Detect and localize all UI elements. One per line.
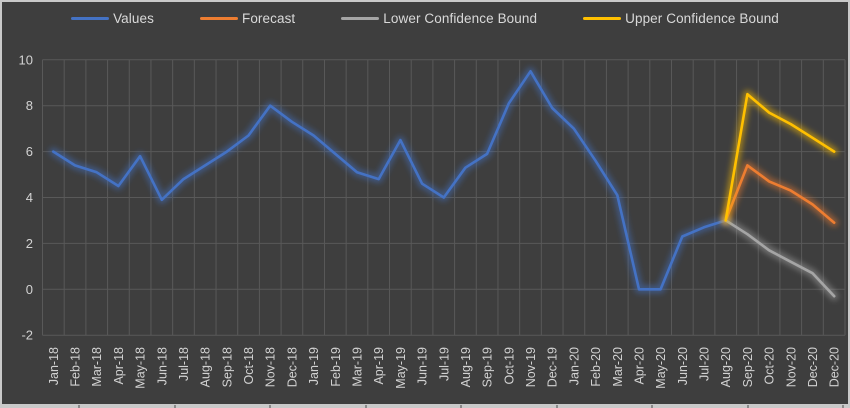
x-tick-label: Dec-20: [806, 347, 820, 387]
x-tick-label: Jun-20: [676, 347, 690, 385]
x-tick-label: May-20: [654, 347, 668, 389]
x-tick-label: Jul-20: [698, 347, 712, 381]
sheet-gridline-tick: [173, 405, 176, 408]
series-line-values: [51, 70, 728, 291]
sheet-gridline-tick: [269, 405, 271, 408]
x-tick-label: Feb-18: [69, 347, 83, 387]
x-tick-label: Sep-18: [220, 347, 234, 387]
sheet-gridline-tick: [364, 405, 367, 408]
sheet-gridline-tick: [746, 405, 749, 408]
y-tick-label: -2: [21, 328, 33, 343]
x-tick-label: Mar-20: [611, 347, 625, 387]
x-tick-label: Nov-19: [524, 347, 538, 387]
x-tick-label: May-19: [394, 347, 408, 389]
x-tick-label: Feb-19: [329, 347, 343, 387]
x-tick-label: Jan-20: [567, 347, 581, 385]
x-tick-label: Mar-19: [351, 347, 365, 387]
series-line-upper-confidence-bound: [724, 92, 836, 222]
frame-border-right: [848, 0, 850, 408]
x-tick-label: Apr-18: [112, 347, 126, 385]
x-tick-label: Jun-19: [416, 347, 430, 385]
x-tick-label: Aug-19: [459, 347, 473, 387]
x-tick-label: Dec-20: [828, 347, 842, 387]
x-tick-label: Aug-18: [199, 347, 213, 387]
sheet-gridline-tick: [842, 405, 844, 408]
y-tick-label: 4: [26, 190, 33, 205]
sheet-gridline-tick: [78, 405, 80, 408]
frame-border-left: [0, 0, 2, 408]
y-tick-label: 10: [19, 52, 33, 67]
x-tick-label: Nov-20: [784, 347, 798, 387]
x-tick-label: Nov-18: [264, 347, 278, 387]
x-tick-label: Jun-18: [155, 347, 169, 385]
x-tick-label: Apr-20: [633, 347, 647, 385]
sheet-gridline-tick: [555, 405, 558, 408]
x-tick-label: Oct-18: [242, 347, 256, 385]
x-tick-label: Jul-19: [437, 347, 451, 381]
series-line-forecast: [724, 164, 836, 224]
sheet-gridline-tick: [460, 405, 462, 408]
y-tick-label: 0: [26, 282, 33, 297]
series-line-lower-confidence-bound: [724, 219, 836, 298]
x-tick-label: Aug-20: [719, 347, 733, 387]
x-tick-label: Sep-19: [481, 347, 495, 387]
y-tick-label: 2: [26, 236, 33, 251]
x-tick-label: Oct-19: [502, 347, 516, 385]
x-tick-label: Dec-18: [285, 347, 299, 387]
x-tick-label: Apr-19: [372, 347, 386, 385]
frame-border-top: [0, 0, 850, 2]
sheet-gridline-tick: [651, 405, 653, 408]
axis-layer: 10 8 6 4 2 0 -2 Jan-18 Feb-18 Mar-18 Apr-18 May-18 J…: [19, 52, 842, 388]
x-tick-label: Feb-20: [589, 347, 603, 387]
x-tick-label: Sep-20: [741, 347, 755, 387]
x-tick-label: Oct-20: [763, 347, 777, 385]
series-layer: [49, 67, 839, 301]
grid-layer: [42, 59, 846, 336]
x-tick-label: Jan-18: [47, 347, 61, 385]
y-tick-label: 8: [26, 98, 33, 113]
x-tick-label: Jul-18: [177, 347, 191, 381]
x-tick-label: Jan-19: [307, 347, 321, 385]
x-tick-label: Mar-18: [90, 347, 104, 387]
x-tick-label: May-18: [134, 347, 148, 389]
sheet-edge-strip: [0, 404, 850, 408]
y-tick-label: 6: [26, 144, 33, 159]
x-tick-label: Dec-19: [546, 347, 560, 387]
